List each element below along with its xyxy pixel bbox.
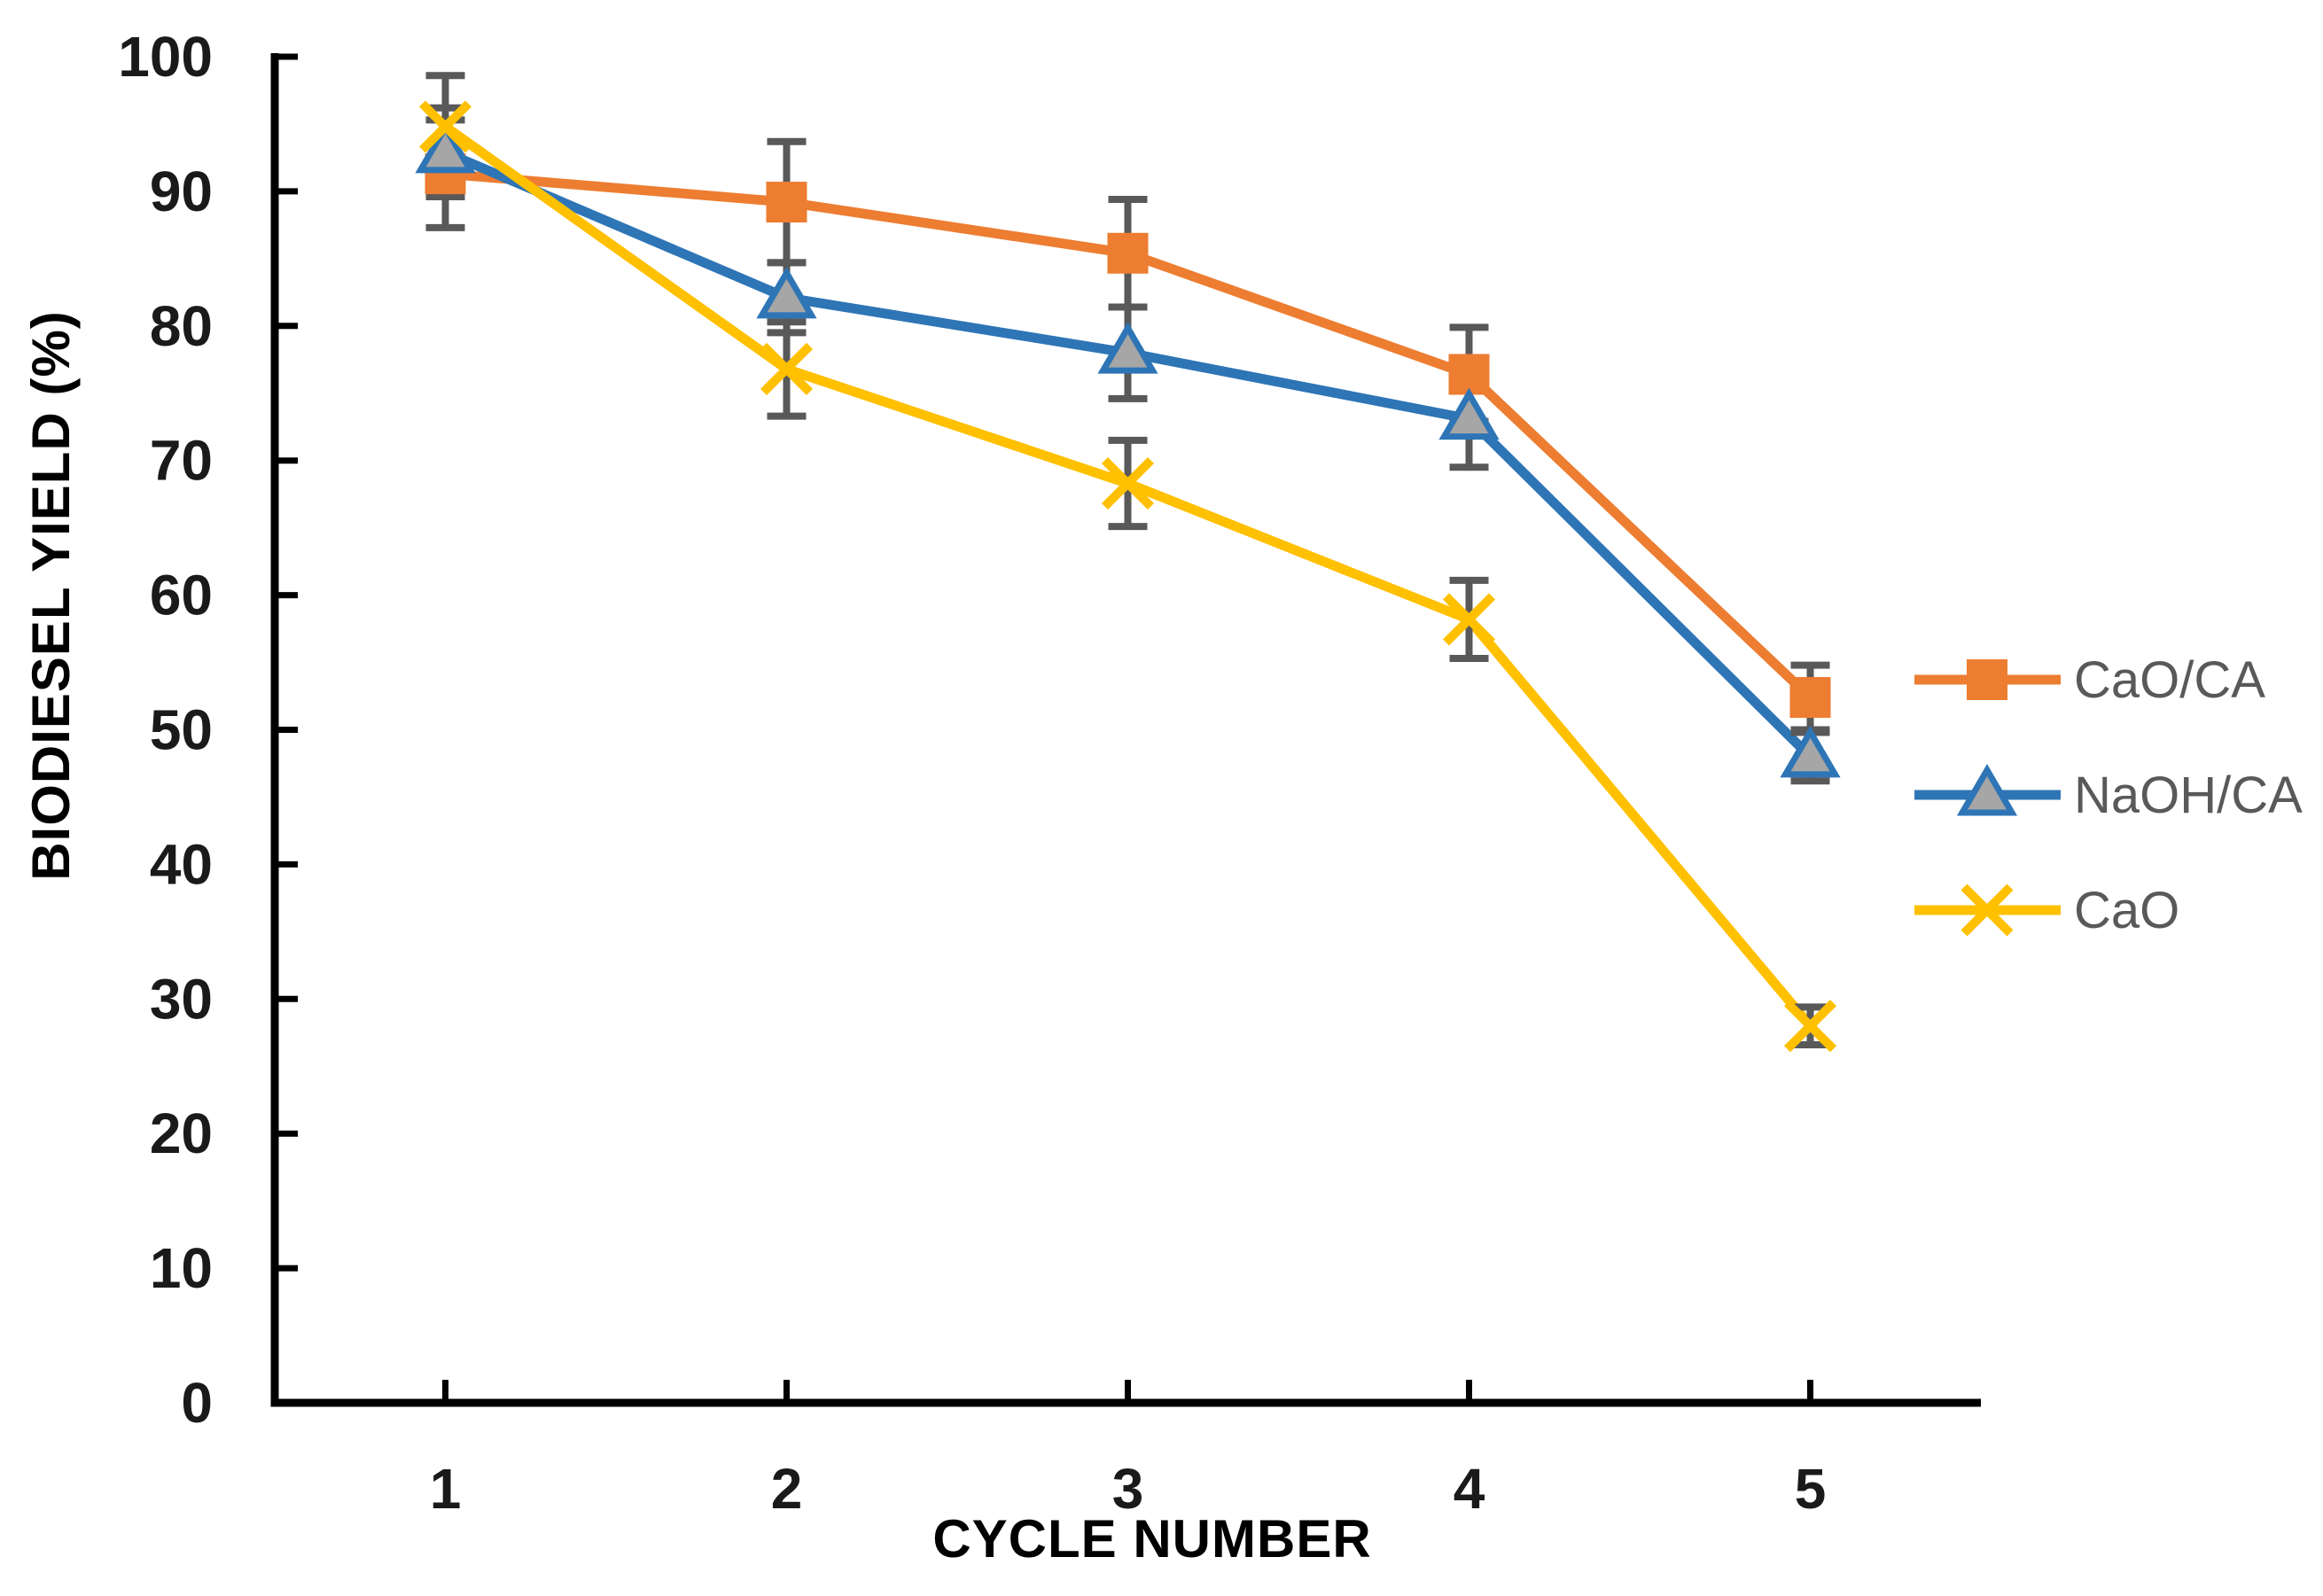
marker-triangle-cycle-2 bbox=[756, 266, 817, 319]
marker-square-cycle-3 bbox=[1107, 232, 1149, 274]
marker-x-cycle-1 bbox=[418, 100, 472, 153]
marker-triangle-legend bbox=[1956, 764, 2018, 816]
x-tick-label: 1 bbox=[430, 1457, 462, 1521]
axes: 0 10 20 30 40 50 60 70 80 90 100 1 2 3 4 5 bbox=[118, 25, 1981, 1521]
y-tick-label: 70 bbox=[150, 429, 213, 493]
markers-CaO bbox=[418, 100, 1837, 1053]
legend-label: NaOH/CA bbox=[2074, 767, 2303, 824]
y-tick-label: 20 bbox=[150, 1102, 213, 1165]
y-tick-label: 50 bbox=[150, 698, 213, 762]
x-tick-label: 4 bbox=[1454, 1457, 1485, 1521]
marker-x-cycle-5 bbox=[1783, 1000, 1837, 1053]
markers-NaOH-CA bbox=[415, 121, 1841, 778]
legend-item-CaO: CaO bbox=[1914, 882, 2179, 939]
marker-x-cycle-3 bbox=[1101, 456, 1155, 510]
marker-triangle-cycle-1 bbox=[415, 121, 476, 174]
marker-triangle-cycle-3 bbox=[1097, 322, 1158, 374]
marker-x-cycle-2 bbox=[760, 342, 814, 395]
marker-square-cycle-2 bbox=[766, 182, 807, 223]
series-layer bbox=[425, 72, 1830, 1048]
legend-item-NaOH-CA: NaOH/CA bbox=[1914, 764, 2303, 824]
x-axis-title: CYCLE NUMBER bbox=[932, 1509, 1371, 1569]
legend-label: CaO/CA bbox=[2074, 651, 2265, 709]
marker-square-cycle-5 bbox=[1789, 677, 1831, 719]
marker-layer bbox=[415, 100, 1841, 1053]
legend-item-CaO-CA: CaO/CA bbox=[1914, 651, 2265, 709]
y-axis-title: BIODIESEL YIELD (%) bbox=[21, 310, 81, 881]
marker-triangle-cycle-4 bbox=[1438, 387, 1500, 440]
legend: CaO/CA NaOH/CA CaO bbox=[1914, 651, 2303, 939]
y-tick-label: 30 bbox=[150, 967, 213, 1031]
series-CaO-CA bbox=[425, 116, 1830, 734]
y-tick-label: 60 bbox=[150, 564, 213, 627]
y-tick-label: 80 bbox=[150, 294, 213, 358]
marker-square-legend bbox=[1967, 659, 2007, 700]
marker-triangle-cycle-5 bbox=[1780, 725, 1841, 778]
y-tick-label: 0 bbox=[181, 1371, 213, 1435]
y-tick-label: 10 bbox=[150, 1236, 213, 1300]
x-tick-label: 5 bbox=[1795, 1457, 1827, 1521]
y-tick-label: 40 bbox=[150, 832, 213, 896]
marker-x-legend bbox=[1961, 884, 2014, 937]
x-tick-label: 3 bbox=[1112, 1457, 1144, 1521]
y-tick-label: 100 bbox=[118, 25, 213, 89]
x-tick-label: 2 bbox=[771, 1457, 803, 1521]
legend-label: CaO bbox=[2074, 882, 2179, 939]
y-tick-label: 90 bbox=[150, 160, 213, 223]
marker-x-cycle-4 bbox=[1442, 593, 1496, 646]
